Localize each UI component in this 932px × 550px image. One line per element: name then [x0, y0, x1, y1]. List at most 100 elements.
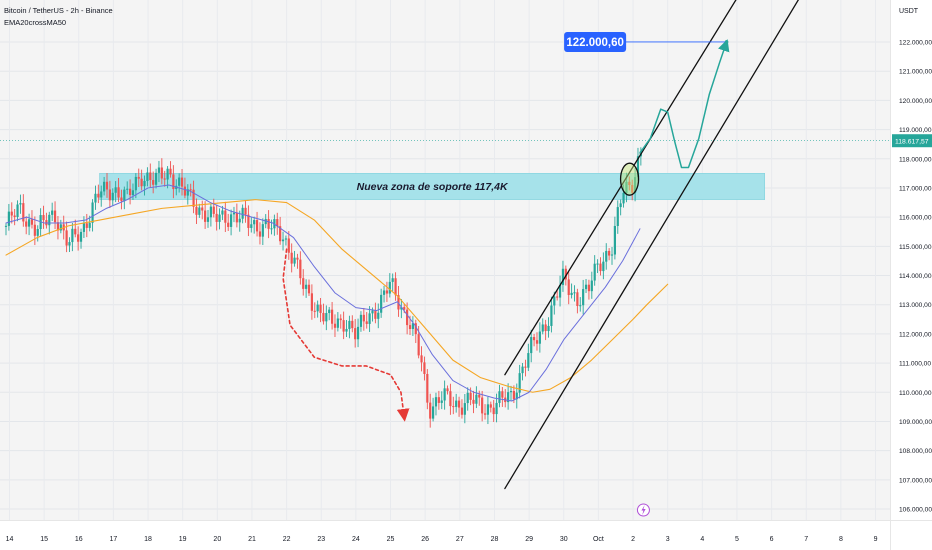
- candle-body: [82, 223, 86, 232]
- target-price-label: 122.000,60: [566, 37, 624, 49]
- candle-body: [299, 259, 302, 279]
- candle-body: [134, 176, 137, 191]
- candle-body: [91, 202, 94, 223]
- currency-label[interactable]: USDT: [899, 8, 919, 15]
- candle-body: [530, 337, 533, 354]
- candle-body: [613, 225, 616, 255]
- candle-body: [198, 207, 201, 215]
- current-price-label: 118.617,57: [895, 138, 929, 145]
- candle-body: [227, 222, 230, 227]
- candle-body: [201, 207, 204, 211]
- candle-body: [426, 373, 429, 403]
- candle-body: [16, 204, 19, 217]
- candle-body: [576, 292, 579, 307]
- candle-body: [287, 238, 290, 253]
- candle-body: [65, 230, 68, 246]
- candle-body: [457, 400, 461, 408]
- candle-body: [440, 400, 443, 403]
- candle-body: [149, 172, 152, 181]
- time-tick-label: 3: [666, 536, 670, 543]
- candle-body: [492, 407, 495, 415]
- candle-body: [195, 206, 198, 215]
- indicator-name[interactable]: EMA20crossMA50: [4, 18, 67, 27]
- projection-path: [639, 39, 730, 169]
- candle-body: [590, 280, 593, 292]
- candle-body: [362, 314, 365, 322]
- candle-body: [423, 362, 426, 374]
- candle-body: [79, 231, 83, 242]
- time-axis[interactable]: 14 15 16 17 18 19 20 21 22 23 24 25 26 27 28 29 30 Oct 2 3 4…: [0, 520, 890, 550]
- time-tick-label: 5: [735, 536, 739, 543]
- time-tick-label: 25: [387, 536, 395, 543]
- candle-body: [449, 391, 452, 407]
- time-tick-label: 9: [874, 536, 878, 543]
- candle-body: [244, 207, 247, 215]
- candle-body: [56, 222, 60, 231]
- channel-lower-line: [504, 0, 800, 490]
- candle-body: [166, 168, 169, 180]
- candle-body: [524, 366, 527, 368]
- candle-body: [489, 404, 492, 408]
- candle-body: [550, 305, 553, 326]
- time-tick-label: 8: [839, 536, 843, 543]
- candle-body: [605, 250, 608, 262]
- candle-body: [13, 215, 16, 217]
- candle-body: [48, 214, 51, 226]
- candle-body: [573, 292, 576, 294]
- price-tick-label: 120.000,00: [899, 98, 932, 105]
- symbol-title[interactable]: Bitcoin / TetherUS - 2h - Binance: [4, 6, 113, 15]
- candle-body: [284, 238, 288, 240]
- candle-body: [420, 355, 423, 363]
- candle-body: [204, 210, 207, 222]
- price-tick-label: 110.000,00: [899, 390, 932, 397]
- candle-body: [354, 328, 357, 340]
- candle-body: [232, 212, 236, 215]
- candle-body: [486, 404, 490, 415]
- time-tick-label: 29: [525, 536, 533, 543]
- candle-body: [261, 224, 264, 237]
- candle-body: [267, 218, 270, 229]
- candle-body: [584, 284, 588, 290]
- price-chart[interactable]: Nueva zona de soporte 117,4K 122.000,60: [0, 0, 890, 520]
- candle-body: [348, 320, 351, 329]
- support-zone-label: Nueva zona de soporte 117,4K: [357, 181, 509, 193]
- candle-body: [509, 391, 513, 393]
- candle-body: [33, 224, 36, 236]
- price-axis[interactable]: 122.000,00 121.000,00 120.000,00 119.000,00…: [890, 0, 932, 520]
- candle-body: [628, 181, 631, 186]
- candle-body: [276, 219, 279, 227]
- candle-body: [593, 263, 596, 281]
- candle-body: [380, 294, 383, 313]
- candle-body: [307, 284, 311, 294]
- candle-body: [114, 187, 117, 193]
- candle-body: [429, 402, 432, 419]
- candle-body: [74, 228, 77, 235]
- candle-body: [209, 206, 212, 218]
- time-tick-label: 17: [109, 536, 117, 543]
- candle-body: [215, 213, 218, 222]
- candle-body: [356, 326, 360, 340]
- candle-body: [30, 219, 34, 225]
- candle-body: [238, 218, 241, 223]
- candle-body: [218, 214, 221, 222]
- candle-body: [570, 292, 573, 296]
- candle-body: [77, 234, 80, 242]
- candle-body: [414, 323, 417, 335]
- price-tick-label: 109.000,00: [899, 419, 932, 426]
- candle-body: [636, 156, 640, 178]
- time-tick-label: Oct: [593, 536, 604, 543]
- candle-body: [515, 392, 518, 400]
- candle-body: [558, 284, 562, 298]
- time-tick-label: 2: [631, 536, 635, 543]
- chart-labels: 122.000,60: [564, 31, 627, 52]
- candle-body: [596, 263, 599, 265]
- candle-body: [483, 413, 487, 415]
- candle-body: [339, 318, 342, 321]
- time-tick-label: 30: [560, 536, 568, 543]
- candle-body: [120, 197, 123, 202]
- candle-body: [53, 210, 57, 223]
- candle-body: [36, 229, 39, 236]
- time-tick-label: 28: [491, 536, 499, 543]
- candle-body: [633, 177, 637, 193]
